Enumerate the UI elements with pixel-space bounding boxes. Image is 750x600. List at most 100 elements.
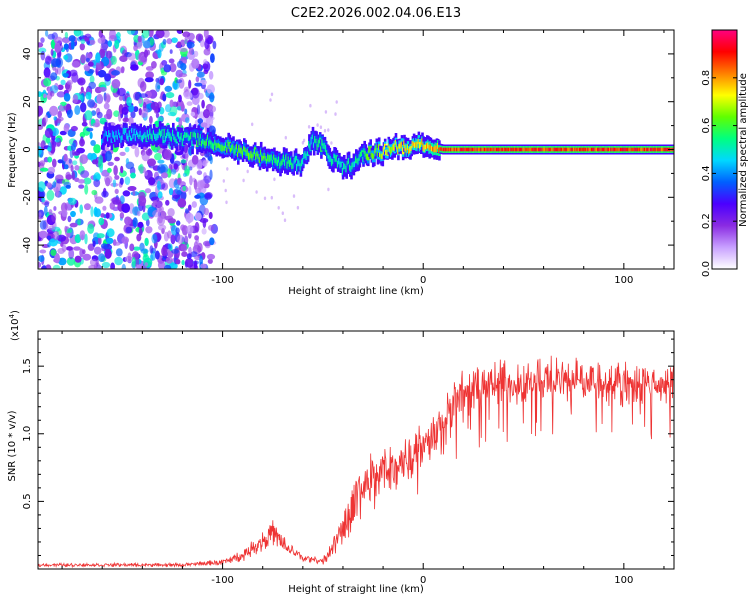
spectrogram-speckle (194, 221, 200, 233)
spectrogram-speckle (114, 175, 120, 180)
spectrogram-speckle (177, 198, 187, 208)
spectrogram-speckle (87, 152, 94, 160)
spectrogram-speckle (162, 93, 167, 102)
spectrogram-speckle (72, 160, 78, 166)
spectrogram-speckle (150, 101, 160, 111)
page-title: C2E2.2026.002.04.06.E13 (291, 6, 461, 21)
spectrogram-speckle (68, 35, 76, 42)
spectrogram-speckle (85, 57, 91, 63)
spectrogram-speckle (45, 264, 52, 269)
spectrogram-speckle (61, 209, 68, 217)
spectrogram-speckle (104, 248, 112, 259)
spectrogram-speckle (48, 225, 56, 231)
spectrogram-speckle (97, 37, 106, 44)
spectrogram-speckle (131, 256, 136, 268)
spectrogram-speckle (95, 173, 101, 181)
spectrogram-speckle (154, 152, 162, 161)
spectrogram-speckle (191, 201, 197, 208)
spectrogram-speckle (178, 94, 182, 103)
spectrogram-speckle (191, 58, 200, 69)
spectrogram-speckle (83, 177, 92, 185)
spectrogram-speckle (87, 99, 96, 108)
snr-x-tick-label: 0 (420, 575, 426, 586)
spectrogram-speckle (80, 95, 84, 101)
spectrogram-speckle (193, 50, 199, 58)
colorbar-tick-label: 0.2 (701, 213, 712, 229)
spectrogram-speckle (120, 68, 125, 74)
spectrogram-speckle (184, 235, 189, 246)
spectrogram-speckle (184, 258, 194, 268)
spectrogram-speckle (51, 58, 60, 68)
spectrogram-speckle (95, 52, 101, 63)
spectrogram-speckle (134, 146, 140, 158)
spectrogram-speckle (53, 116, 57, 121)
spectrogram-speckle (69, 222, 78, 228)
spectrogram-speckle (63, 164, 69, 170)
spectrogram-speckle (53, 230, 60, 241)
spectrogram-speckle (167, 230, 172, 239)
spectrogram-speckle (246, 169, 249, 174)
spectrogram-speckle (202, 63, 209, 70)
spectrogram-speckle (63, 153, 68, 162)
spectrogram-speckle (38, 142, 42, 147)
spectrogram-speckle (70, 165, 74, 172)
spectrogram-speckle (180, 244, 188, 252)
spectrogram-speckle (91, 189, 98, 196)
spectrogram-speckle (165, 257, 173, 264)
spectrogram-speckle (251, 122, 254, 127)
spectrogram-speckle (206, 253, 216, 260)
spectrogram-speckle (209, 237, 215, 246)
spectrogram-y-tick-label: 20 (22, 95, 33, 108)
spectrogram-speckle (88, 264, 98, 269)
snr-x-ticks: -100 0 100 (61, 331, 665, 586)
spectrogram-speckle (48, 209, 53, 216)
spectrogram-speckle (316, 123, 319, 127)
spectrogram-speckle (44, 114, 48, 123)
spectrogram-speckle (157, 164, 166, 174)
spectrogram-speckle (138, 195, 147, 207)
spectrogram-speckle (209, 105, 217, 113)
spectrogram-speckle (142, 40, 152, 49)
spectrogram-speckle (127, 52, 136, 61)
spectrogram-speckle (113, 165, 118, 176)
spectrogram-speckle (175, 227, 180, 234)
spectrogram-speckle (132, 217, 138, 228)
spectrogram-speckle (89, 39, 96, 45)
spectrogram-speckle (136, 233, 142, 242)
spectrogram-speckle (145, 218, 150, 227)
spectrogram-speckle (40, 167, 49, 172)
spectrogram-speckle (156, 180, 161, 191)
spectrogram-speckle (136, 264, 143, 269)
spectrogram-speckle (74, 255, 82, 263)
snr-y-tick-label: 1.5 (22, 358, 33, 374)
spectrogram-speckle (57, 234, 66, 242)
spectrogram-speckle (188, 204, 192, 211)
spectrogram-speckle (90, 140, 96, 146)
spectrogram-speckle (158, 224, 167, 231)
spectrogram-ridge-cell (274, 157, 277, 163)
spectrogram-speckle (63, 43, 69, 50)
spectrogram-speckle (44, 201, 50, 208)
spectrogram-speckle (167, 218, 176, 224)
spectrogram-speckle (167, 111, 177, 117)
spectrogram-speckle (270, 195, 273, 200)
spectrogram-speckle (52, 158, 57, 168)
spectrogram-speckle (180, 190, 187, 201)
spectrogram-speckle (50, 249, 57, 256)
spectrogram-speckle (71, 142, 77, 151)
colorbar-tick-label: 0.6 (701, 118, 712, 134)
spectrogram-speckle (193, 179, 198, 190)
spectrogram-speckle (69, 69, 78, 77)
spectrogram-speckle (184, 165, 191, 175)
spectrogram-speckle (158, 205, 164, 213)
spectrogram-speckle (118, 111, 122, 122)
spectrogram-speckle (122, 190, 131, 197)
spectrogram-speckle (196, 104, 201, 115)
spectrogram-speckle (144, 188, 152, 194)
spectrogram-speckle (270, 92, 274, 97)
spectrogram-speckle (171, 37, 178, 43)
spectrogram-speckle (167, 243, 173, 250)
spectrogram-speckle (145, 71, 155, 79)
spectrogram-speckle (77, 77, 86, 86)
spectrogram-speckle (53, 206, 57, 211)
